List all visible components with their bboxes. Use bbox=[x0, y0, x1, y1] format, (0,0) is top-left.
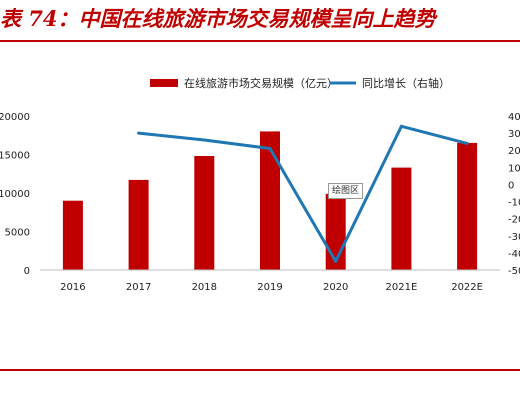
growth-point-2017 bbox=[137, 131, 141, 135]
growth-point-2020 bbox=[334, 259, 338, 263]
bar-2022E bbox=[457, 142, 478, 270]
growth-point-2022E bbox=[465, 141, 469, 145]
y-right-tick-label: -50 bbox=[508, 266, 520, 277]
y-left-tick-label: 20000 bbox=[0, 112, 30, 123]
x-tick-label: 2022E bbox=[451, 282, 483, 293]
y-right-tick-label: 0 bbox=[508, 180, 514, 191]
bar-2019 bbox=[260, 131, 280, 270]
y-right-tick-label: -20 bbox=[508, 215, 520, 226]
x-tick-label: 2020 bbox=[323, 282, 348, 293]
growth-point-2019 bbox=[268, 147, 272, 150]
y-right-tick-label: 10 bbox=[508, 163, 520, 174]
legend-swatch-bar bbox=[150, 79, 178, 87]
y-left-tick-label: 5000 bbox=[5, 228, 30, 239]
bottom-divider bbox=[0, 369, 520, 371]
growth-point-2018 bbox=[202, 138, 206, 142]
bar-2017 bbox=[128, 179, 149, 270]
plot-area-tooltip: 绘图区 bbox=[328, 183, 364, 199]
x-tick-label: 2021E bbox=[386, 282, 418, 293]
x-tick-label: 2016 bbox=[60, 282, 85, 293]
y-left-tick-label: 15000 bbox=[0, 151, 30, 162]
page-title: 表 74：中国在线旅游市场交易规模呈向上趋势 bbox=[0, 6, 436, 31]
title-divider bbox=[0, 40, 520, 42]
y-right-tick-label: -40 bbox=[508, 249, 520, 260]
growth-point-2021E bbox=[399, 124, 403, 128]
x-tick-label: 2017 bbox=[126, 282, 151, 293]
legend-label-line: 同比增长（右轴） bbox=[362, 76, 450, 90]
bar-2018 bbox=[194, 156, 215, 270]
legend-label-bar: 在线旅游市场交易规模（亿元） bbox=[184, 76, 338, 90]
bar-2021E bbox=[391, 167, 412, 270]
y-left-tick-label: 10000 bbox=[0, 189, 30, 200]
y-right-tick-label: 30 bbox=[508, 129, 520, 140]
y-right-tick-label: 40 bbox=[508, 112, 520, 123]
y-left-tick-label: 0 bbox=[24, 266, 30, 277]
y-right-tick-label: -10 bbox=[508, 198, 520, 209]
legend: 在线旅游市场交易规模（亿元） 同比增长（右轴） bbox=[150, 76, 450, 90]
y-right-tick-label: 20 bbox=[508, 146, 520, 157]
growth-line bbox=[138, 124, 468, 263]
x-tick-label: 2019 bbox=[257, 282, 282, 293]
y-right-tick-label: -30 bbox=[508, 232, 520, 243]
bar-2016 bbox=[62, 200, 83, 270]
x-tick-label: 2018 bbox=[192, 282, 217, 293]
